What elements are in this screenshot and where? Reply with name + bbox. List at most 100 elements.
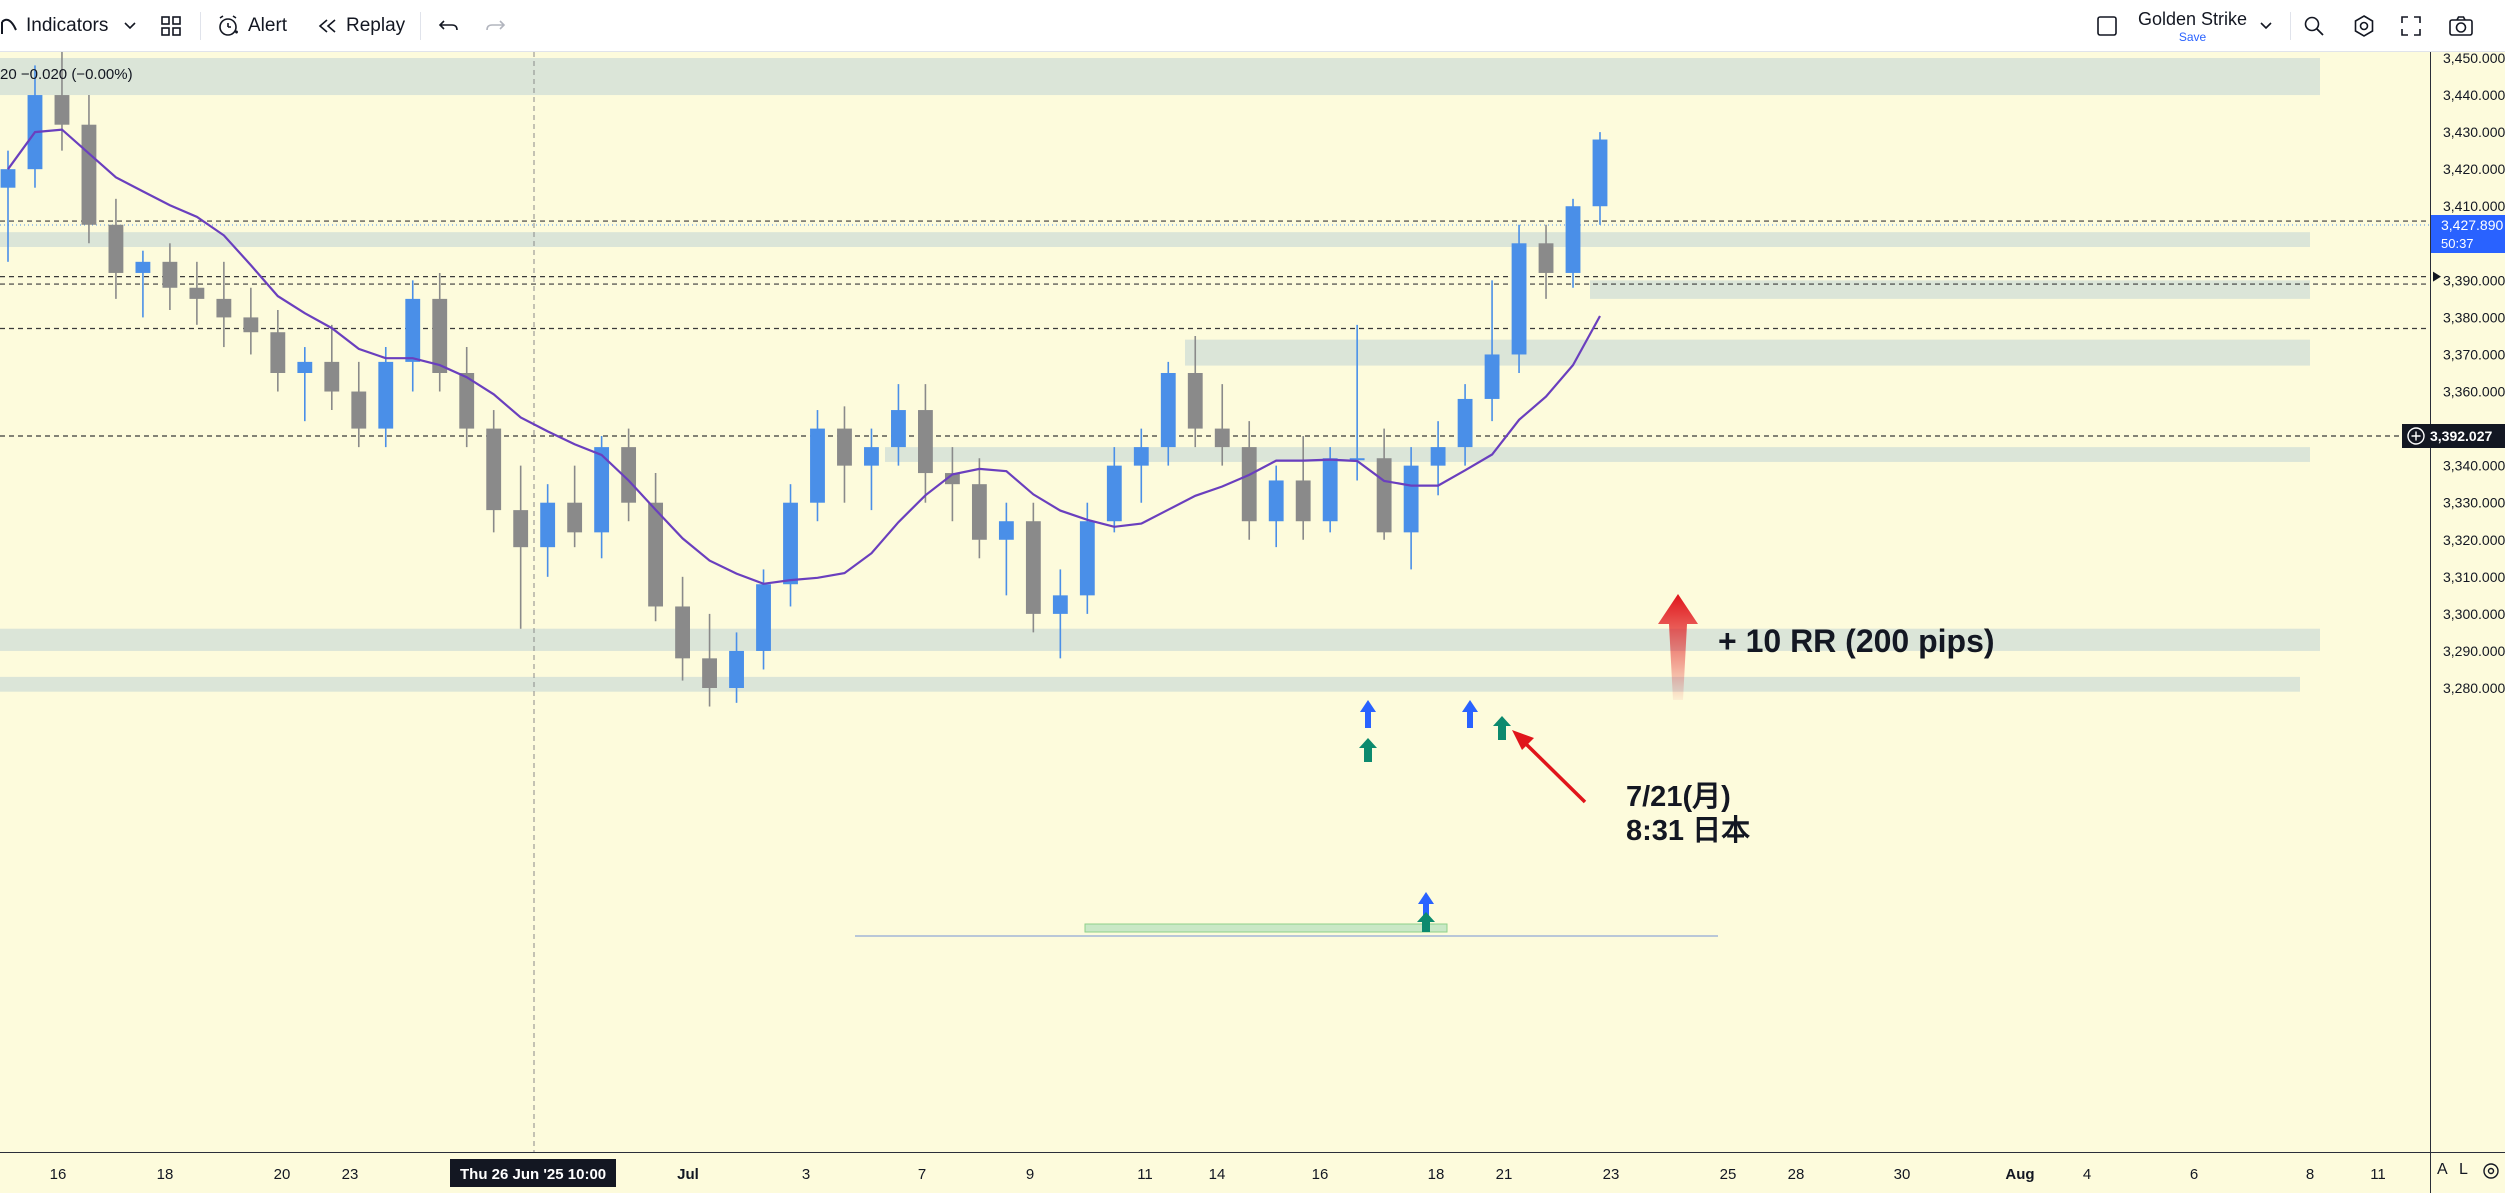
layout-selector[interactable]: Golden Strike Save (2096, 0, 2247, 52)
time-tick-label: 4 (2083, 1166, 2091, 1183)
candle-body (675, 606, 690, 659)
log-scale-toggle[interactable]: L (2459, 1161, 2468, 1178)
top-toolbar: Indicators Alert Replay (0, 0, 2505, 52)
price-tick-label: 3,360.000 (2443, 384, 2505, 400)
fullscreen-button[interactable] (2400, 0, 2422, 52)
zone-rect (0, 58, 2320, 96)
candle-body (108, 224, 124, 273)
candle-body (0, 169, 16, 188)
toolbar-divider (200, 12, 201, 40)
moving-average-line (7, 128, 1601, 585)
time-crosshair-label: Thu 26 Jun '25 10:00 (460, 1166, 606, 1183)
candle-body (1079, 521, 1095, 596)
time-axis[interactable]: 16 18 20 23 Jul 3 7 9 11 14 16 18 21 23 25 28 30 Aug 4 6 8 11… (0, 1152, 2430, 1193)
price-tick-label: 3,370.000 (2443, 346, 2505, 362)
time-tick-label: 11 (1137, 1166, 1153, 1183)
candle-body (756, 584, 771, 651)
candle-body (1268, 480, 1284, 522)
buy-arrow-icon (1417, 912, 1435, 932)
zone-rect (1590, 280, 2310, 299)
gear-icon (2352, 14, 2376, 38)
redo-button[interactable] (484, 0, 506, 52)
chart-pane[interactable]: + 10 RR (200 pips) 7/21(月) 8:31 日本 20 −0… (0, 52, 2430, 1152)
alert-button[interactable]: Alert (216, 0, 287, 52)
alert-label: Alert (248, 15, 288, 36)
line-marker-icon (2433, 271, 2441, 282)
price-tick-label: 3,440.000 (2443, 87, 2505, 103)
time-tick-label: 28 (1788, 1166, 1805, 1183)
candle-body (594, 447, 610, 533)
price-axis[interactable]: 3,450.000 3,440.000 3,430.000 3,420.000 3,41… (2430, 52, 2505, 1152)
candle-body (1106, 465, 1122, 522)
candle-body (810, 428, 825, 503)
candle-body (405, 298, 421, 362)
candle-body (351, 391, 367, 429)
buy-arrow-icon (1418, 892, 1434, 920)
candle-body (783, 502, 798, 585)
candle-body (81, 124, 97, 225)
indicators-label: Indicators (26, 15, 109, 36)
candle-body (324, 361, 340, 392)
zone-rect (0, 232, 2310, 247)
layout-save-status: Save (2178, 29, 2207, 44)
time-tick-label: 16 (1312, 1166, 1329, 1183)
alarm-clock-icon (216, 14, 240, 38)
quick-search-button[interactable] (2302, 0, 2326, 52)
supply-demand-zones (0, 58, 2320, 692)
candle-body (378, 361, 394, 429)
price-tick-label: 3,280.000 (2443, 680, 2505, 696)
templates-button[interactable] (160, 0, 182, 52)
price-tick-label: 3,310.000 (2443, 569, 2505, 585)
price-tick-label: 3,320.000 (2443, 532, 2505, 548)
green-demand-zone (1084, 923, 1448, 933)
candle-body (1160, 373, 1176, 448)
zone-rect (885, 447, 2310, 462)
auto-scale-toggle[interactable]: A (2437, 1161, 2448, 1178)
price-tick-label: 3,420.000 (2443, 161, 2505, 177)
time-tick-label: Jul (677, 1166, 699, 1183)
target-up-arrow-icon (1658, 594, 1698, 700)
candle-body (1214, 428, 1230, 448)
candle-body (567, 502, 583, 533)
candle-body (971, 484, 987, 540)
candle-body (1349, 458, 1365, 461)
indicators-dropdown[interactable] (124, 0, 136, 52)
time-tick-label: 20 (274, 1166, 291, 1183)
time-tick-label: 14 (1209, 1166, 1226, 1183)
snapshot-button[interactable] (2448, 0, 2474, 52)
rewind-icon (316, 17, 338, 35)
time-tick-label: 23 (1603, 1166, 1620, 1183)
time-tick-label: 7 (918, 1166, 926, 1183)
candle-body (864, 447, 879, 466)
replay-button[interactable]: Replay (316, 0, 405, 52)
toolbar-divider (420, 12, 421, 40)
candle-body (998, 521, 1014, 540)
time-crosshair-tag: Thu 26 Jun '25 10:00 (450, 1159, 616, 1187)
time-tick-label: 3 (802, 1166, 810, 1183)
undo-button[interactable] (438, 0, 460, 52)
candle-body (944, 473, 960, 485)
add-alert-icon[interactable] (2406, 426, 2426, 446)
time-axis-scale: 16 18 20 23 Jul 3 7 9 11 14 16 18 21 23 25 28 30 Aug 4 6 8 11… (50, 1159, 2386, 1187)
crosshair-price-tag: 3,392.027 (2402, 424, 2505, 448)
candle-body (837, 428, 852, 466)
legend-change: 20 −0.020 (−0.00%) (0, 66, 133, 83)
layout-name: Golden Strike (2138, 8, 2248, 29)
entry-pointer-arrow (1512, 730, 1587, 804)
camera-icon (2448, 15, 2474, 37)
candle-body (1565, 206, 1581, 273)
candle-body (1376, 458, 1392, 533)
candle-body (540, 502, 556, 548)
indicators-button[interactable]: Indicators (0, 0, 108, 52)
zone-rect (0, 676, 2300, 692)
candle-body (54, 95, 70, 125)
candle-body (135, 261, 151, 273)
layout-dropdown[interactable] (2260, 0, 2272, 52)
price-tick-label: 3,340.000 (2443, 458, 2505, 474)
candle-body (243, 317, 259, 333)
settings-icon[interactable] (2481, 1161, 2501, 1186)
price-axis-ticks: 3,450.000 3,440.000 3,430.000 3,420.000 3,41… (2433, 52, 2505, 696)
current-price-tag: 3,427.890 50:37 (2431, 215, 2505, 253)
settings-button[interactable] (2352, 0, 2376, 52)
time-tick-label: 11 (2370, 1166, 2386, 1183)
